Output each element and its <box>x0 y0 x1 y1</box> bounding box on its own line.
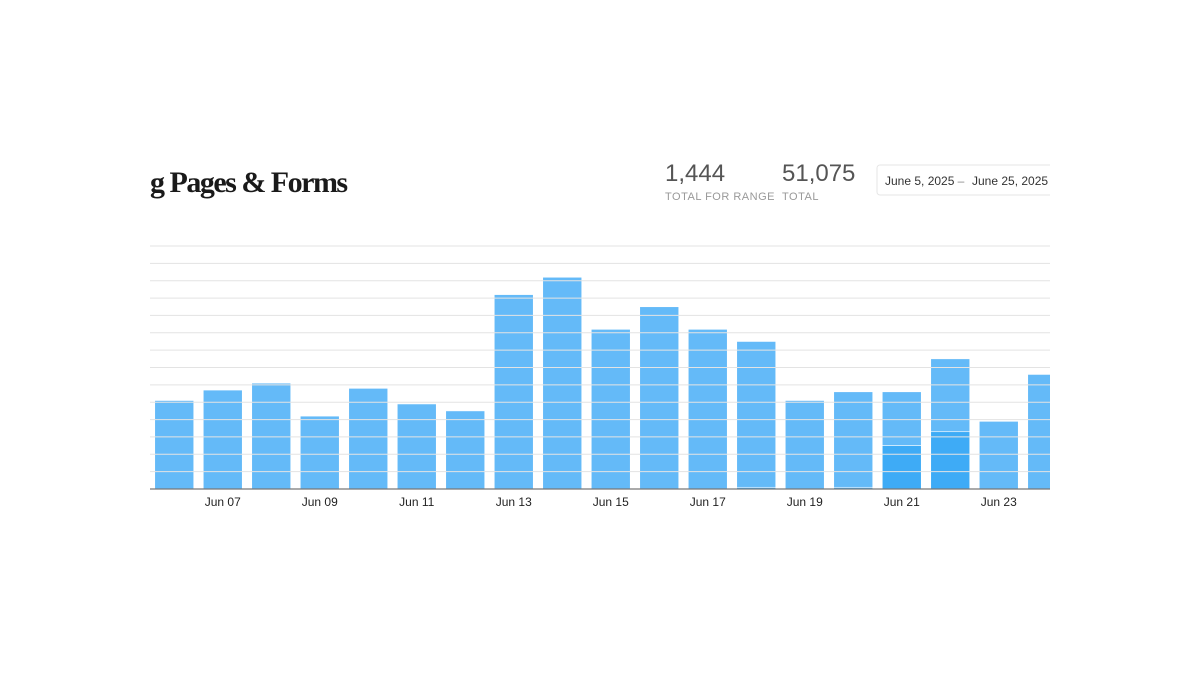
bar-segment <box>445 410 486 490</box>
date-box[interactable] <box>876 164 1067 196</box>
bar-segment <box>833 391 874 488</box>
date-picker[interactable]: June 5, 2025 – June 25, 2025 <box>876 164 1067 196</box>
bar-segment <box>881 445 922 490</box>
bar-segment <box>978 421 1019 490</box>
bar-segment <box>299 415 340 490</box>
stat-value: 51,075 <box>782 160 855 187</box>
bar-segment <box>348 388 389 490</box>
x-tick-label: Jun 15 <box>593 495 629 509</box>
stat-value: 1,444 <box>665 160 725 187</box>
x-tick-label: Jun 13 <box>496 495 532 509</box>
date-end[interactable]: June 25, 2025 <box>972 174 1048 188</box>
bar-segment <box>202 389 243 490</box>
x-tick-label: Jun 23 <box>981 495 1017 509</box>
bar-segment <box>396 403 437 490</box>
bar-segment <box>930 358 971 433</box>
x-tick-label: Jun 21 <box>884 495 920 509</box>
date-start[interactable]: June 5, 2025 <box>885 174 955 188</box>
stat-label: TOTAL FOR RANGE <box>665 191 775 203</box>
stat-label: TOTAL <box>782 191 819 203</box>
date-separator: – <box>958 174 965 188</box>
plot <box>154 276 1050 490</box>
bar-segment <box>881 391 922 446</box>
x-tick-label: Jun 19 <box>787 495 823 509</box>
bar-segment <box>930 431 971 490</box>
bar-segment <box>154 400 195 490</box>
bar-segment <box>542 276 583 490</box>
x-tick-label: Jun 17 <box>690 495 726 509</box>
bar-segment <box>251 382 292 490</box>
x-tick-label: Jun 09 <box>302 495 338 509</box>
bar-segment <box>493 294 534 490</box>
x-tick-label: Jun 07 <box>205 495 241 509</box>
bar-segment <box>736 341 777 488</box>
bar-segment <box>590 329 631 490</box>
page-title: g Pages & Forms <box>150 166 347 199</box>
bar-segment <box>784 400 825 490</box>
bar-segment <box>687 329 728 490</box>
bar-segment <box>639 306 680 490</box>
x-tick-label: Jun 11 <box>399 495 434 509</box>
